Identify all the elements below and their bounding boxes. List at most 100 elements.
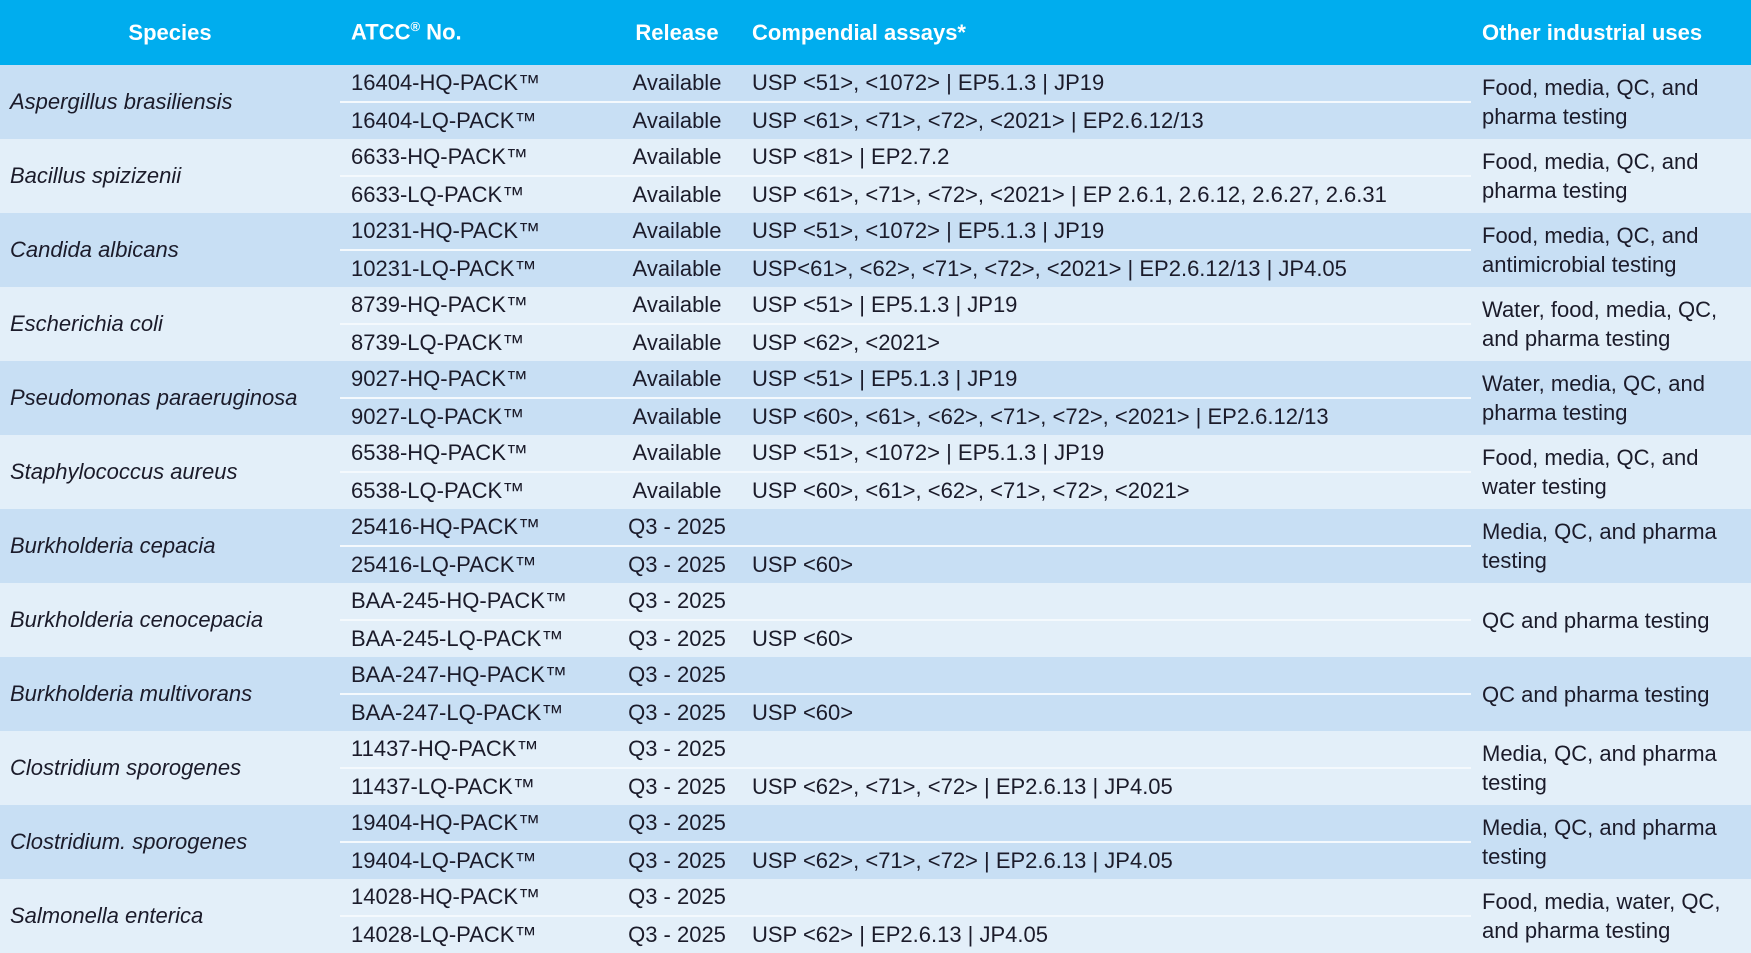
- species-cell: Salmonella enterica: [0, 879, 340, 953]
- release-cell: Available: [612, 324, 742, 361]
- compendial-assays-cell: USP <61>, <71>, <72>, <2021> | EP2.6.12/…: [742, 102, 1471, 139]
- release-cell: Q3 - 2025: [612, 879, 742, 917]
- release-cell: Q3 - 2025: [612, 842, 742, 879]
- atcc-number-cell: 9027-LQ-PACK™: [340, 398, 612, 435]
- release-cell: Available: [612, 139, 742, 177]
- release-cell: Q3 - 2025: [612, 805, 742, 843]
- table-row: Candida albicans 10231-HQ-PACK™ Available U…: [0, 213, 1751, 287]
- release-cell: Available: [612, 398, 742, 435]
- table-row: Burkholderia cenocepacia BAA-245-HQ-PACK™…: [0, 583, 1751, 657]
- species-cell: Pseudomonas paraeruginosa: [0, 361, 340, 435]
- other-uses-cell: QC and pharma testing: [1471, 657, 1751, 731]
- table-row: BAA-245-LQ-PACK™ Q3 - 2025 USP <60>: [0, 620, 1751, 657]
- release-cell: Q3 - 2025: [612, 731, 742, 769]
- compendial-assays-cell: USP <62>, <71>, <72> | EP2.6.13 | JP4.05: [742, 768, 1471, 805]
- release-cell: Available: [612, 435, 742, 473]
- compendial-assays-cell: [742, 805, 1471, 843]
- atcc-number-cell: 25416-HQ-PACK™: [340, 509, 612, 547]
- release-cell: Available: [612, 102, 742, 139]
- compendial-assays-cell: [742, 879, 1471, 917]
- table-row: Salmonella enterica 14028-HQ-PACK™ Q3 - 20…: [0, 879, 1751, 953]
- table-row: 25416-LQ-PACK™ Q3 - 2025 USP <60>: [0, 546, 1751, 583]
- release-cell: Q3 - 2025: [612, 583, 742, 621]
- other-uses-cell: Media, QC, and pharma testing: [1471, 805, 1751, 879]
- atcc-number-cell: 10231-HQ-PACK™: [340, 213, 612, 251]
- table-row: 19404-LQ-PACK™ Q3 - 2025 USP <62>, <71>, <…: [0, 842, 1751, 879]
- atcc-number-cell: 14028-LQ-PACK™: [340, 916, 612, 953]
- compendial-assays-cell: USP <60>: [742, 694, 1471, 731]
- compendial-assays-cell: USP <51>, <1072> | EP5.1.3 | JP19: [742, 213, 1471, 251]
- atcc-number-cell: BAA-247-HQ-PACK™: [340, 657, 612, 695]
- atcc-number-cell: 16404-LQ-PACK™: [340, 102, 612, 139]
- table-row: 9027-LQ-PACK™ Available USP <60>, <61>, <6…: [0, 398, 1751, 435]
- header-compendial: Compendial assays*: [742, 0, 1471, 65]
- release-cell: Q3 - 2025: [612, 916, 742, 953]
- table-row: 6633-LQ-PACK™ Available USP <61>, <71>, <7…: [0, 176, 1751, 213]
- table-row: Clostridium. sporogenes 19404-HQ-PACK™ Q3 …: [0, 805, 1751, 879]
- compendial-assays-cell: USP <60>: [742, 620, 1471, 657]
- compendial-assays-cell: USP <51>, <1072> | EP5.1.3 | JP19: [742, 65, 1471, 103]
- compendial-assays-cell: [742, 657, 1471, 695]
- atcc-number-cell: 6633-HQ-PACK™: [340, 139, 612, 177]
- table-row: 16404-LQ-PACK™ Available USP <61>, <71>, <…: [0, 102, 1751, 139]
- other-uses-cell: QC and pharma testing: [1471, 583, 1751, 657]
- other-uses-cell: Water, food, media, QC, and pharma testi…: [1471, 287, 1751, 361]
- atcc-number-cell: BAA-245-HQ-PACK™: [340, 583, 612, 621]
- atcc-number-cell: 9027-HQ-PACK™: [340, 361, 612, 399]
- table-row: Burkholderia multivorans BAA-247-HQ-PACK™…: [0, 657, 1751, 731]
- compendial-assays-cell: USP <51> | EP5.1.3 | JP19: [742, 287, 1471, 325]
- other-uses-cell: Food, media, water, QC, and pharma testi…: [1471, 879, 1751, 953]
- table-row: Pseudomonas paraeruginosa 9027-HQ-PACK™ Av…: [0, 361, 1751, 435]
- header-atcc-text: ATCC: [351, 19, 411, 45]
- table-row: 6538-LQ-PACK™ Available USP <60>, <61>, <6…: [0, 472, 1751, 509]
- atcc-number-cell: 6538-LQ-PACK™: [340, 472, 612, 509]
- atcc-number-cell: 14028-HQ-PACK™: [340, 879, 612, 917]
- compendial-assays-cell: USP <62>, <71>, <72> | EP2.6.13 | JP4.05: [742, 842, 1471, 879]
- header-atcc-suffix: No.: [420, 19, 462, 45]
- compendial-assays-cell: [742, 731, 1471, 769]
- table-row: Staphylococcus aureus 6538-HQ-PACK™ Availa…: [0, 435, 1751, 509]
- other-uses-cell: Media, QC, and pharma testing: [1471, 509, 1751, 583]
- release-cell: Available: [612, 213, 742, 251]
- release-cell: Q3 - 2025: [612, 546, 742, 583]
- header-atcc: ATCC® No.: [340, 0, 612, 65]
- species-cell: Burkholderia cenocepacia: [0, 583, 340, 657]
- release-cell: Available: [612, 287, 742, 325]
- atcc-number-cell: 19404-HQ-PACK™: [340, 805, 612, 843]
- release-cell: Q3 - 2025: [612, 768, 742, 805]
- release-cell: Q3 - 2025: [612, 620, 742, 657]
- species-cell: Aspergillus brasiliensis: [0, 65, 340, 139]
- table-body: Aspergillus brasiliensis 16404-HQ-PACK™ Av…: [0, 65, 1751, 953]
- table-row: Burkholderia cepacia 25416-HQ-PACK™ Q3 - 2…: [0, 509, 1751, 583]
- species-cell: Burkholderia multivorans: [0, 657, 340, 731]
- species-cell: Staphylococcus aureus: [0, 435, 340, 509]
- species-cell: Burkholderia cepacia: [0, 509, 340, 583]
- compendial-assays-cell: USP<61>, <62>, <71>, <72>, <2021> | EP2.…: [742, 250, 1471, 287]
- compendial-assays-cell: USP <62> | EP2.6.13 | JP4.05: [742, 916, 1471, 953]
- compendial-assays-cell: USP <60>: [742, 546, 1471, 583]
- atcc-number-cell: 16404-HQ-PACK™: [340, 65, 612, 103]
- species-cell: Bacillus spizizenii: [0, 139, 340, 213]
- table-row: Clostridium sporogenes 11437-HQ-PACK™ Q3 -…: [0, 731, 1751, 805]
- table-row: Bacillus spizizenii 6633-HQ-PACK™ Availabl…: [0, 139, 1751, 213]
- release-cell: Q3 - 2025: [612, 657, 742, 695]
- compendial-assays-cell: [742, 583, 1471, 621]
- table-row: BAA-247-LQ-PACK™ Q3 - 2025 USP <60>: [0, 694, 1751, 731]
- atcc-number-cell: 6538-HQ-PACK™: [340, 435, 612, 473]
- atcc-number-cell: 10231-LQ-PACK™: [340, 250, 612, 287]
- compendial-assays-cell: [742, 509, 1471, 547]
- other-uses-cell: Water, media, QC, and pharma testing: [1471, 361, 1751, 435]
- other-uses-cell: Food, media, QC, and water testing: [1471, 435, 1751, 509]
- header-other-uses: Other industrial uses: [1471, 0, 1751, 65]
- release-cell: Q3 - 2025: [612, 694, 742, 731]
- other-uses-cell: Media, QC, and pharma testing: [1471, 731, 1751, 805]
- release-cell: Available: [612, 65, 742, 103]
- table-row: Aspergillus brasiliensis 16404-HQ-PACK™ Av…: [0, 65, 1751, 139]
- other-uses-cell: Food, media, QC, and pharma testing: [1471, 65, 1751, 139]
- table-row: 10231-LQ-PACK™ Available USP<61>, <62>, <7…: [0, 250, 1751, 287]
- table-row: Escherichia coli 8739-HQ-PACK™ Available US…: [0, 287, 1751, 361]
- atcc-number-cell: 8739-HQ-PACK™: [340, 287, 612, 325]
- atcc-number-cell: BAA-247-LQ-PACK™: [340, 694, 612, 731]
- header-release: Release: [612, 0, 742, 65]
